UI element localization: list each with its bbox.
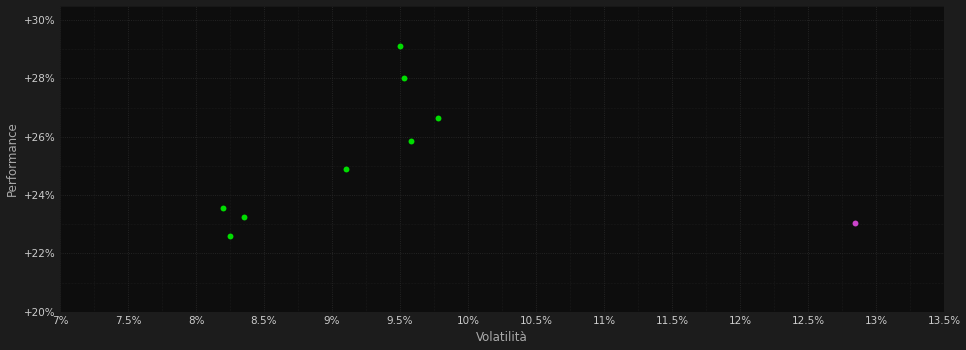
Y-axis label: Performance: Performance: [6, 121, 18, 196]
Point: [215, 205, 231, 211]
Point: [848, 220, 864, 226]
Point: [403, 138, 418, 144]
Point: [392, 44, 408, 49]
Point: [430, 115, 445, 121]
Point: [236, 214, 251, 220]
Point: [222, 233, 238, 239]
Point: [396, 76, 412, 81]
Point: [338, 166, 354, 172]
X-axis label: Volatilità: Volatilità: [476, 331, 527, 344]
